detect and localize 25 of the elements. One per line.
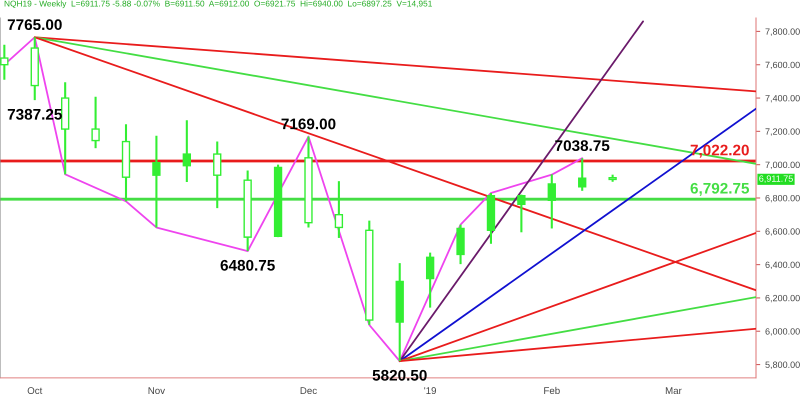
y-tick-label: 6,000.00: [765, 328, 800, 336]
x-tick-label: Oct: [28, 387, 42, 394]
annotation: 6480.75: [220, 260, 275, 271]
y-tick-label: 6,200.00: [765, 294, 800, 302]
x-tick-label: Mar: [666, 387, 682, 394]
y-tick-label: 7,400.00: [765, 95, 800, 102]
x-tick-label: Feb: [544, 386, 560, 394]
y-tick-label: 7,000.00: [765, 162, 800, 170]
annotation: 7038.75: [555, 140, 610, 152]
y-tick-label: 6,400.00: [765, 262, 800, 270]
x-tick-label: Dec: [300, 387, 317, 394]
text: 6,911.75: [759, 175, 793, 183]
x-tick-label: '19: [424, 387, 436, 394]
ref-line-label: 6,792.75: [690, 182, 750, 196]
y-tick-label: 7,200.00: [765, 128, 800, 136]
annotation: 5820.50: [372, 370, 427, 381]
y-tick-label: 6,600.00: [765, 228, 800, 236]
annotation: 7765.00: [8, 19, 62, 30]
y-tick-label: 6,800.00: [765, 194, 800, 202]
x-tick-label: Nov: [148, 387, 166, 394]
annotation: 7169.00: [282, 118, 336, 130]
y-tick-label: 7,600.00: [765, 62, 800, 70]
y-tick-label: 7,800.00: [765, 28, 800, 36]
y-tick-label: 5,800.00: [765, 362, 800, 369]
chart-title: NQH19 - Weekly L=6911.75 -5.88 -0.07% B=6911.50 A=6912.00 O=6921.75 Hi=6940.00 Lo=6897.25 V=14,951: [4, 0, 432, 8]
